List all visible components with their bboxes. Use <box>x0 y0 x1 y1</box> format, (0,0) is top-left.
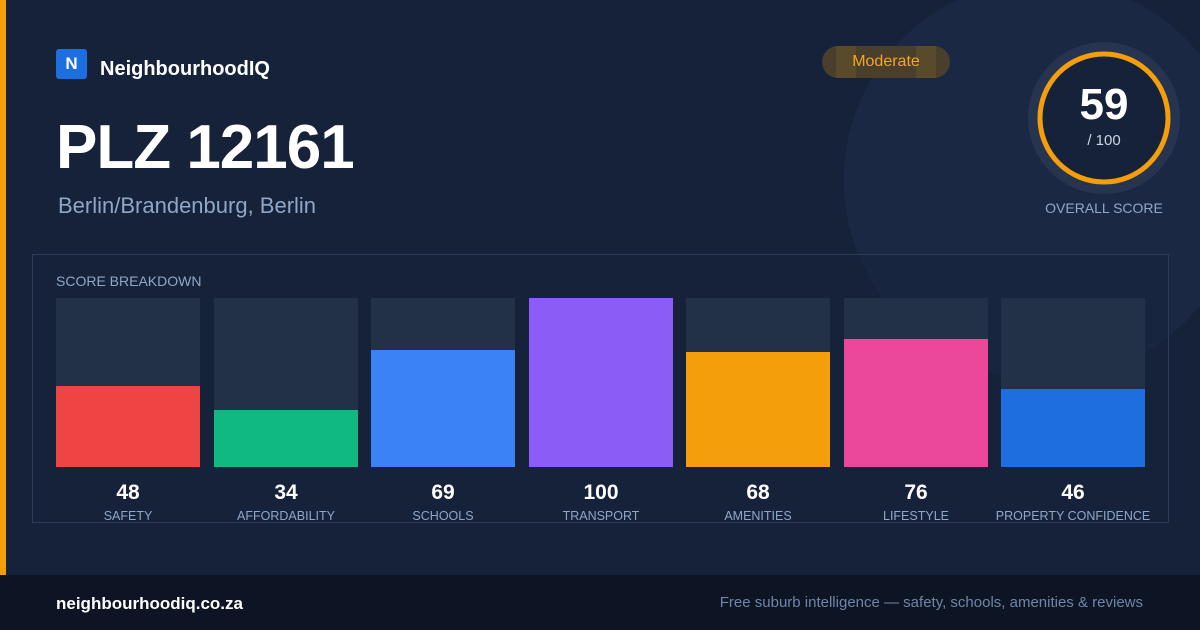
logo-icon: N <box>56 48 87 79</box>
rating-badge: Moderate <box>822 46 950 78</box>
brand[interactable]: N NeighbourhoodIQ <box>56 46 270 81</box>
bar-fill <box>214 410 358 467</box>
bar-label: SCHOOLS <box>412 509 474 523</box>
bar-track <box>371 298 515 467</box>
bar-safety: 48 SAFETY <box>56 298 200 523</box>
bar-fill <box>529 298 673 467</box>
bar-fill <box>56 386 200 467</box>
bar-value: 48 <box>116 481 140 504</box>
bar-fill <box>371 350 515 467</box>
bar-track <box>56 298 200 467</box>
bar-label: LIFESTYLE <box>883 509 949 523</box>
bar-fill <box>1001 389 1145 467</box>
score-breakdown-panel: SCORE BREAKDOWN 48 SAFETY 34 AFFORDABILITY 6… <box>32 254 1169 523</box>
overall-score-ring: 59 / 100 <box>1028 42 1180 194</box>
bar-track <box>214 298 358 467</box>
bar-track <box>686 298 830 467</box>
bar-transport: 100 TRANSPORT <box>529 298 673 523</box>
footer-tagline: Free suburb intelligence — safety, schoo… <box>719 594 1143 611</box>
bar-fill <box>686 352 830 467</box>
breakdown-bars: 48 SAFETY 34 AFFORDABILITY 69 SCHOOLS 100 TRANS… <box>56 298 1150 523</box>
rating-badge-label: Moderate <box>852 53 920 70</box>
bar-affordability: 34 AFFORDABILITY <box>214 298 358 523</box>
overall-score-value: 59 <box>1079 80 1129 129</box>
bar-property-confidence: 46 PROPERTY CONFIDENCE <box>996 298 1150 523</box>
bar-label: AMENITIES <box>724 509 792 523</box>
bar-track <box>529 298 673 467</box>
bar-schools: 69 SCHOOLS <box>371 298 515 523</box>
bar-value: 100 <box>583 481 619 504</box>
location-subtitle: Berlin/Brandenburg, Berlin <box>58 193 317 218</box>
bar-value: 68 <box>746 481 770 504</box>
footer: neighbourhoodiq.co.za Free suburb intell… <box>0 575 1200 630</box>
bar-track <box>844 298 988 467</box>
bar-amenities: 68 AMENITIES <box>686 298 830 523</box>
overall-score-max: / 100 <box>1087 132 1121 149</box>
bar-value: 46 <box>1061 481 1085 504</box>
breakdown-title: SCORE BREAKDOWN <box>56 273 202 289</box>
brand-name: NeighbourhoodIQ <box>100 58 270 80</box>
bar-value: 69 <box>431 481 455 504</box>
bar-label: SAFETY <box>103 509 153 523</box>
bar-value: 76 <box>904 481 928 504</box>
bar-fill <box>844 339 988 467</box>
footer-site-link[interactable]: neighbourhoodiq.co.za <box>56 594 243 613</box>
bar-track <box>1001 298 1145 467</box>
score-ring-graphic <box>1037 51 1171 185</box>
bar-label: PROPERTY CONFIDENCE <box>995 509 1151 523</box>
bar-lifestyle: 76 LIFESTYLE <box>844 298 988 523</box>
bar-label: TRANSPORT <box>562 509 640 523</box>
overall-score-label: OVERALL SCORE <box>1045 200 1163 216</box>
accent-stripe <box>0 0 6 575</box>
bar-label: AFFORDABILITY <box>237 509 335 523</box>
page-title: PLZ 12161 <box>56 113 355 182</box>
bar-value: 34 <box>274 481 298 504</box>
